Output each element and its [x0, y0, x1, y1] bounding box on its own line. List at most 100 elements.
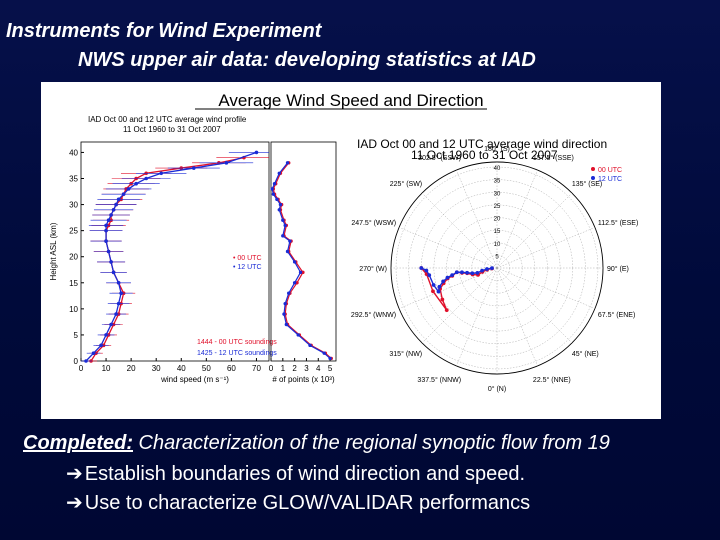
- counts-point: [272, 182, 277, 186]
- completed-label: Completed:: [23, 432, 133, 454]
- figure-panel: Average Wind Speed and Direction IAD Oct…: [41, 82, 661, 419]
- polar-angle-label: 0° (N): [488, 385, 506, 393]
- profile-point: [84, 359, 88, 363]
- counts-point: [270, 187, 274, 191]
- polar-point: [490, 266, 494, 271]
- counts-x-tick-label: 3: [304, 364, 309, 373]
- profile-point: [111, 207, 116, 212]
- polar-angle-label: 45° (NE): [572, 350, 599, 358]
- profile-point: [144, 176, 148, 181]
- polar-point: [437, 284, 442, 289]
- profile-point: [126, 187, 131, 191]
- profile-point: [116, 197, 121, 202]
- polar-spoke: [496, 192, 573, 269]
- figure-main-title: Average Wind Speed and Direction: [218, 91, 483, 110]
- counts-series-line: [271, 162, 331, 359]
- polar-angle-label: 157.5° (SSE): [533, 154, 574, 162]
- polar-spoke: [398, 267, 498, 309]
- polar-angle-label: 270° (W): [359, 265, 387, 273]
- counts-x-tick-label: 5: [328, 364, 333, 373]
- counts-point: [308, 343, 312, 348]
- profile-point: [104, 228, 108, 233]
- polar-legend-label: 00 UTC: [598, 167, 622, 174]
- polar-angle-label: 67.5° (ENE): [598, 311, 635, 319]
- polar-angle-label: 22.5° (NNE): [533, 376, 571, 384]
- polar-spoke: [496, 169, 538, 269]
- counts-x-tick-label: 4: [316, 364, 321, 373]
- polar-angle-label: 90° (E): [607, 265, 629, 273]
- counts-point: [287, 291, 291, 295]
- profile-point: [99, 343, 103, 348]
- polar-point: [475, 270, 480, 275]
- counts-point: [328, 356, 332, 361]
- polar-spoke: [496, 227, 596, 269]
- bullet-text-1: Establish boundaries of wind direction a…: [84, 463, 526, 485]
- counts-point: [295, 281, 299, 285]
- polar-angle-label: 337.5° (NNW): [417, 376, 461, 384]
- polar-angle-label: 202.5° (SSW): [418, 154, 461, 162]
- polar-ring-label: 25: [494, 204, 501, 210]
- counts-point: [271, 192, 276, 196]
- profile-point: [134, 181, 138, 186]
- profile-y-tick-label: 0: [74, 357, 79, 366]
- profile-x-tick-label: 50: [202, 364, 211, 373]
- polar-point: [485, 267, 489, 271]
- profile-x-axis-label: wind speed (m s⁻¹): [160, 375, 229, 384]
- polar-point: [444, 308, 449, 313]
- profile-point: [121, 192, 126, 196]
- polar-legend-marker: [591, 167, 595, 171]
- profile-x-tick-label: 0: [79, 364, 84, 373]
- polar-point: [470, 271, 475, 276]
- polar-spoke: [496, 267, 596, 309]
- counts-point: [285, 249, 290, 254]
- profile-annotation: 1444 - 00 UTC soundings: [197, 339, 277, 346]
- profile-point: [159, 171, 164, 176]
- polar-point: [431, 289, 435, 294]
- polar-spoke: [496, 267, 538, 367]
- polar-legend-marker: [591, 176, 595, 180]
- counts-point: [288, 239, 292, 243]
- right-arrow-icon: ➔: [66, 490, 83, 514]
- counts-point: [281, 218, 285, 222]
- polar-point: [419, 266, 424, 270]
- counts-point: [275, 197, 279, 202]
- polar-point: [440, 297, 445, 302]
- polar-legend-label: 12 UTC: [598, 176, 622, 183]
- polar-spoke: [421, 267, 498, 344]
- counts-point: [278, 202, 283, 207]
- polar-point: [441, 279, 446, 284]
- profile-series-line: [85, 151, 257, 362]
- polar-point: [424, 268, 429, 273]
- profile-plot-frame: [80, 141, 270, 362]
- polar-ring-label: 10: [494, 242, 501, 248]
- polar-angle-label: 112.5° (ESE): [598, 219, 638, 227]
- right-arrow-icon: ➔: [66, 461, 83, 485]
- polar-point: [450, 273, 455, 278]
- polar-ring-label: 40: [494, 166, 501, 172]
- profile-y-tick-label: 5: [74, 331, 79, 340]
- profile-x-tick-label: 30: [152, 364, 161, 373]
- profile-series-line: [90, 157, 245, 362]
- profile-x-tick-label: 20: [127, 364, 136, 373]
- profile-point: [111, 270, 116, 275]
- bullet-item-2: ➔ Use to characterize GLOW/VALIDAR perfor…: [66, 490, 530, 515]
- polar-ring: [395, 166, 599, 370]
- polar-angle-label: 225° (SW): [390, 180, 422, 188]
- completed-line: Completed: Characterization of the regio…: [23, 432, 720, 455]
- polar-series-line: [420, 267, 493, 311]
- polar-point: [427, 273, 432, 278]
- counts-point: [282, 312, 286, 316]
- profile-y-tick-label: 25: [69, 227, 78, 236]
- profile-annotation: 1425 - 12 UTC soundings: [197, 350, 277, 357]
- profile-point: [109, 260, 113, 264]
- profile-point: [104, 223, 108, 228]
- counts-point: [281, 234, 285, 238]
- profile-title-2: 11 Oct 1960 to 31 Oct 2007: [123, 125, 221, 134]
- profile-point: [109, 322, 113, 327]
- polar-title-2: 11 Oct 1960 to 31 Oct 2007: [411, 148, 558, 162]
- profile-x-tick-label: 70: [252, 364, 261, 373]
- profile-y-tick-label: 20: [69, 253, 78, 262]
- counts-point: [292, 281, 297, 285]
- profile-point: [192, 166, 196, 170]
- profile-legend-entry: • 12 UTC: [233, 264, 262, 271]
